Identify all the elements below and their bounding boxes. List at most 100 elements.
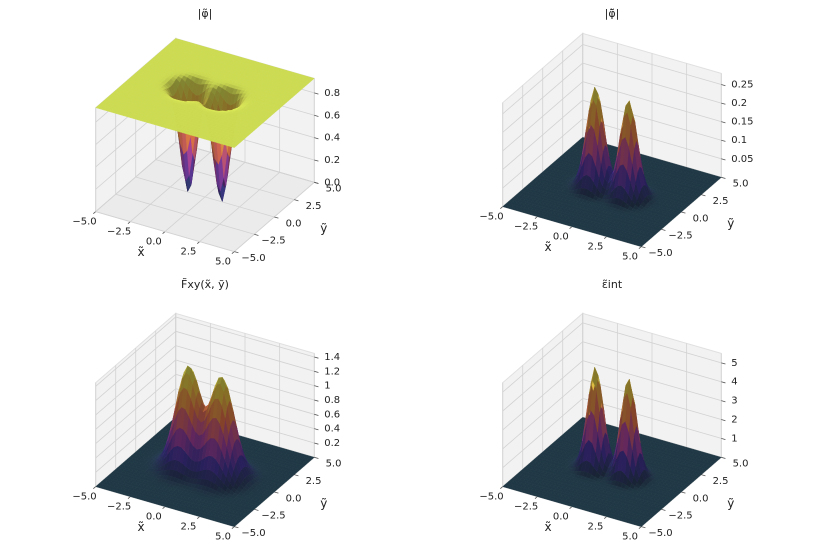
tick-mark <box>234 526 239 529</box>
tick-mark <box>314 181 319 184</box>
y-tick-label: 2.5 <box>713 196 729 207</box>
y-tick-label: 0.0 <box>693 213 709 224</box>
x-axis-label: x̃ <box>137 245 144 259</box>
tick-mark <box>294 199 299 202</box>
grid-line <box>95 119 176 190</box>
grid-line <box>95 211 235 252</box>
tick-mark <box>314 92 319 95</box>
grid-line <box>175 141 315 183</box>
tick-mark <box>254 233 259 236</box>
z-tick-label: 0.2 <box>731 98 747 109</box>
x-tick-label: −2.5 <box>107 501 131 512</box>
z-tick-label: 0.2 <box>324 155 340 166</box>
y-tick-label: 2.5 <box>306 201 322 212</box>
y-axis-label: ỹ <box>727 216 734 230</box>
x-tick-label: −5.0 <box>72 491 96 502</box>
x-tick-label: 5.0 <box>215 256 231 267</box>
subplot: F̃xy(x̃, ỹ)−5.0−2.50.02.55.0 −5.0−2.50.02… <box>72 278 341 542</box>
tick-mark <box>641 246 646 249</box>
z-tick-label: 1.4 <box>324 352 340 363</box>
tick-mark <box>500 206 503 209</box>
tick-mark <box>314 413 319 416</box>
tick-mark <box>661 228 666 231</box>
tick-mark <box>127 221 131 224</box>
tick-mark <box>721 139 726 142</box>
y-tick-label: 5.0 <box>733 179 749 190</box>
x-tick-label: 0.0 <box>553 231 569 242</box>
tick-mark <box>274 216 279 219</box>
y-tick-label: 5.0 <box>326 184 342 195</box>
subplot-title: |φ̃| <box>198 7 213 20</box>
z-tick-label: 0.1 <box>731 135 747 146</box>
z-tick-label: 0.2 <box>324 438 340 449</box>
tick-mark <box>721 84 726 87</box>
x-tick-label: 2.5 <box>180 521 196 532</box>
y-tick-label: −5.0 <box>241 528 265 539</box>
tick-mark <box>314 114 319 117</box>
z-tick-label: 0.6 <box>324 409 340 420</box>
z-tick-label: 0.05 <box>731 154 753 165</box>
x-tick-label: 5.0 <box>622 251 638 262</box>
grid-line <box>115 193 255 235</box>
z-tick-label: 0.4 <box>324 133 340 144</box>
tick-mark <box>721 102 726 105</box>
subplot-title: |φ̃̄| <box>605 7 620 20</box>
x-axis-label: x̃ <box>544 240 551 254</box>
y-tick-label: 0.0 <box>286 218 302 229</box>
y-tick-label: 0.0 <box>286 493 302 504</box>
y-tick-label: −5.0 <box>648 248 672 259</box>
grid-line <box>135 176 275 218</box>
y-tick-label: −2.5 <box>261 511 285 522</box>
z-tick-label: 0.25 <box>731 80 753 91</box>
tick-mark <box>162 231 166 234</box>
subplot: |φ̃̄|−5.0−2.50.02.55.0 −5.0−2.50.02.55.00… <box>479 7 753 262</box>
tick-mark <box>314 159 319 162</box>
tick-mark <box>254 508 259 511</box>
z-tick-label: 0.8 <box>324 88 340 99</box>
y-axis-label: ỹ <box>320 221 327 235</box>
y-axis-label: ỹ <box>320 496 327 510</box>
z-tick-label: 0.6 <box>324 110 340 121</box>
tick-mark <box>314 385 319 388</box>
tick-mark <box>314 442 319 445</box>
tick-mark <box>274 491 279 494</box>
subplot-title: F̃xy(x̃, ỹ) <box>181 278 229 291</box>
tick-mark <box>234 251 239 254</box>
tick-mark <box>721 121 726 124</box>
tick-mark <box>231 251 235 254</box>
grid-line <box>95 142 176 212</box>
tick-mark <box>314 370 319 373</box>
x-tick-label: 0.0 <box>146 236 162 247</box>
tick-mark <box>314 356 319 359</box>
tick-mark <box>93 486 96 489</box>
tick-mark <box>721 158 726 161</box>
tick-mark <box>314 137 319 140</box>
x-tick-label: −2.5 <box>514 221 538 232</box>
z-tick-label: 1 <box>324 381 330 392</box>
x-tick-label: −5.0 <box>479 211 503 222</box>
x-tick-label: −5.0 <box>72 216 96 227</box>
y-tick-label: 2.5 <box>306 476 322 487</box>
y-tick-label: 5.0 <box>326 459 342 470</box>
z-tick-label: 0.0 <box>324 177 340 188</box>
x-tick-label: 2.5 <box>180 246 196 257</box>
x-axis-label: x̃ <box>137 520 144 534</box>
x-tick-label: 5.0 <box>215 531 231 542</box>
x-tick-label: 2.5 <box>587 241 603 252</box>
tick-mark <box>721 176 726 179</box>
y-tick-label: −2.5 <box>668 231 692 242</box>
tick-mark <box>701 194 706 197</box>
z-tick-label: 0.4 <box>324 424 340 435</box>
tick-mark <box>294 474 299 477</box>
tick-mark <box>314 399 319 402</box>
x-tick-label: −2.5 <box>107 226 131 237</box>
subplot: |φ̃|−5.0−2.50.02.55.0 −5.0−2.50.02.55.00.… <box>72 7 341 267</box>
tick-mark <box>196 241 200 244</box>
z-tick-label: 0.8 <box>324 395 340 406</box>
y-tick-label: −5.0 <box>241 253 265 264</box>
z-tick-label: 1.2 <box>324 366 340 377</box>
y-tick-label: −2.5 <box>261 236 285 247</box>
surface <box>95 38 315 203</box>
tick-mark <box>681 211 686 214</box>
